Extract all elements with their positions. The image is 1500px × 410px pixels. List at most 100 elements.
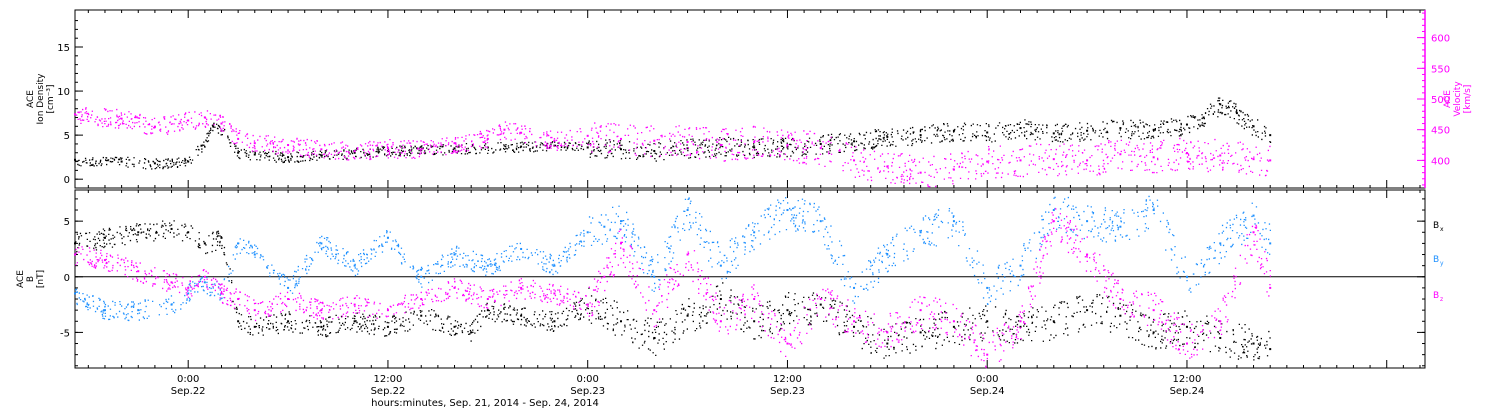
solar-wind-velocity-point xyxy=(1052,158,1055,161)
b-x-component-point xyxy=(237,320,240,323)
solar-wind-velocity-point xyxy=(819,147,822,150)
b-x-component-point xyxy=(470,331,473,334)
b-y-component-point xyxy=(1052,209,1055,212)
b-y-component-point xyxy=(853,286,856,289)
b-z-component-point xyxy=(952,320,955,323)
b-z-component-point xyxy=(819,298,822,301)
b-x-component-point xyxy=(137,231,140,234)
b-x-component-point xyxy=(1052,320,1055,323)
solar-wind-velocity-point xyxy=(120,117,123,120)
b-z-component-point xyxy=(719,320,722,323)
ion-density-point xyxy=(486,146,489,149)
b-x-component-point xyxy=(170,227,173,230)
b-x-component-point xyxy=(520,314,523,317)
right-ytick-label: 600 xyxy=(1431,34,1450,45)
b-z-component-point xyxy=(586,303,589,306)
b-x-component-point xyxy=(1086,309,1089,312)
b-y-component-point xyxy=(586,231,589,234)
b-ylabel: ACE B [nT] xyxy=(16,270,46,288)
x-tick-label-date: Sep.23 xyxy=(570,386,605,397)
solar-wind-velocity-point xyxy=(886,165,889,168)
b-z-component-point xyxy=(686,253,689,256)
b-z-component-point xyxy=(1052,220,1055,223)
b-y-component-point xyxy=(353,264,356,267)
b-z-component-point xyxy=(1219,320,1222,323)
legend-b-x-subscript: x xyxy=(1440,226,1444,233)
left-ylabel: ACE Ion Density [cm⁻³] xyxy=(26,73,56,125)
b-y-component-point xyxy=(1269,242,1272,245)
b-z-component-point xyxy=(619,242,622,245)
right-ylabel-line: ACE xyxy=(1443,90,1453,108)
ion-density-point xyxy=(1019,127,1022,130)
b-ylabel-line: ACE xyxy=(16,270,26,288)
b-z-component-point xyxy=(1019,320,1022,323)
b-z-component-point xyxy=(1252,231,1255,234)
b-y-component-point xyxy=(253,253,256,256)
b-x-component-point xyxy=(919,331,922,334)
b-ylabel-line: [nT] xyxy=(36,270,46,288)
b-x-component-point xyxy=(1152,331,1155,334)
b-y-component-point xyxy=(603,225,606,228)
solar-wind-velocity-point xyxy=(420,148,423,151)
right-ytick-label: 400 xyxy=(1431,156,1450,167)
solar-wind-velocity-point xyxy=(1219,154,1222,157)
ion-density-point xyxy=(74,158,76,161)
b-z-component-point xyxy=(453,286,456,289)
b-x-component-point xyxy=(353,320,356,323)
ion-density-point xyxy=(853,140,856,143)
b-y-component-point xyxy=(919,231,922,234)
ion-density-point xyxy=(212,125,215,128)
b-z-component-point xyxy=(553,292,556,295)
solar-wind-velocity-point xyxy=(553,139,556,142)
solar-wind-velocity-point xyxy=(220,122,223,125)
b-x-component-point xyxy=(886,342,889,345)
legend-b-z: B xyxy=(1433,291,1439,301)
ion-density-point xyxy=(1235,112,1238,115)
b-z-component-scatter-cloud xyxy=(75,208,1272,369)
b-y-component-point xyxy=(1152,209,1155,212)
b-z-component-point xyxy=(786,342,789,345)
ion-density-point xyxy=(353,151,356,154)
b-y-component-point xyxy=(453,253,456,256)
left-ytick-label: 0 xyxy=(64,175,70,186)
solar-wind-velocity-point xyxy=(986,160,989,163)
b-y-component-point xyxy=(1119,225,1122,228)
ion-density-point xyxy=(686,147,689,150)
b-x-component-point xyxy=(103,236,106,239)
b-ylabel-line: B xyxy=(26,276,36,282)
b-z-component-point xyxy=(520,286,523,289)
ion-density-point xyxy=(120,160,123,163)
b-y-component-point xyxy=(686,209,689,212)
b-z-component-point xyxy=(919,309,922,312)
x-tick-label-time: 0:00 xyxy=(576,374,598,385)
right-ylabel-line: [km/s] xyxy=(1463,85,1473,114)
solar-wind-velocity-point xyxy=(686,140,689,143)
b-y-component-point xyxy=(719,264,722,267)
ion-density-point xyxy=(586,146,589,149)
b-x-component-point xyxy=(287,320,290,323)
b-x-component-point xyxy=(74,242,76,245)
legend-b-y-subscript: y xyxy=(1440,260,1444,267)
left-ytick-label: 5 xyxy=(64,131,70,142)
b-y-component-point xyxy=(287,286,290,289)
panel1-border xyxy=(74,9,1426,189)
b-z-component-point xyxy=(1269,286,1272,289)
ion-density-point xyxy=(1086,129,1089,132)
ion-density-point xyxy=(619,148,622,151)
b-y-component-point xyxy=(203,281,206,284)
b-y-component-point xyxy=(74,292,76,295)
left-ytick-label: 15 xyxy=(57,43,70,54)
left-ylabel-line: Ion Density xyxy=(36,73,46,125)
b-z-component-point xyxy=(237,298,240,301)
solar-wind-velocity-point xyxy=(919,171,922,174)
b-z-component-point xyxy=(74,253,76,256)
b-y-component-scatter-cloud xyxy=(75,195,1272,322)
solar-wind-velocity-point xyxy=(1086,159,1089,162)
b-z-component-point xyxy=(386,309,389,312)
ion-density-point xyxy=(1202,116,1205,119)
solar-wind-velocity-point xyxy=(753,140,756,143)
solar-wind-velocity-point xyxy=(786,144,789,147)
solar-wind-velocity-point xyxy=(203,116,206,119)
b-x-component-point xyxy=(819,303,822,306)
